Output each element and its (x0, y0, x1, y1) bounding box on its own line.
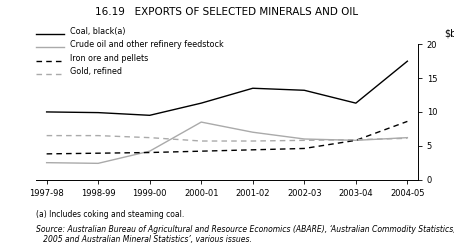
Gold, refined (198, 139, 204, 142)
Crude oil and other refinery feedstock (95, 162, 101, 165)
Line: Gold, refined: Gold, refined (47, 136, 407, 141)
Iron ore and pellets (198, 150, 204, 153)
Iron ore and pellets (147, 151, 153, 154)
Coal, black(a) (353, 102, 359, 105)
Crude oil and other refinery feedstock (250, 131, 256, 134)
Text: Iron ore and pellets: Iron ore and pellets (70, 54, 148, 63)
Iron ore and pellets (44, 152, 49, 155)
Coal, black(a) (301, 89, 307, 92)
Crude oil and other refinery feedstock (301, 138, 307, 140)
Line: Crude oil and other refinery feedstock: Crude oil and other refinery feedstock (47, 122, 407, 163)
Text: Crude oil and other refinery feedstock: Crude oil and other refinery feedstock (70, 40, 224, 49)
Text: 2005 and Australian Mineral Statistics’, various issues.: 2005 and Australian Mineral Statistics’,… (36, 235, 252, 244)
Coal, black(a) (405, 60, 410, 63)
Coal, black(a) (95, 111, 101, 114)
Text: 16.19   EXPORTS OF SELECTED MINERALS AND OIL: 16.19 EXPORTS OF SELECTED MINERALS AND O… (95, 7, 359, 17)
Text: (a) Includes coking and steaming coal.: (a) Includes coking and steaming coal. (36, 210, 185, 219)
Text: Gold, refined: Gold, refined (70, 67, 123, 76)
Line: Iron ore and pellets: Iron ore and pellets (47, 121, 407, 154)
Gold, refined (353, 138, 359, 141)
Coal, black(a) (198, 102, 204, 105)
Crude oil and other refinery feedstock (405, 136, 410, 139)
Coal, black(a) (147, 114, 153, 117)
Gold, refined (405, 137, 410, 140)
Iron ore and pellets (353, 139, 359, 142)
Iron ore and pellets (95, 152, 101, 155)
Coal, black(a) (250, 87, 256, 90)
Coal, black(a) (44, 110, 49, 113)
Line: Coal, black(a): Coal, black(a) (47, 61, 407, 115)
Crude oil and other refinery feedstock (353, 139, 359, 142)
Crude oil and other refinery feedstock (44, 161, 49, 164)
Iron ore and pellets (405, 120, 410, 123)
Gold, refined (44, 134, 49, 137)
Gold, refined (95, 134, 101, 137)
Text: $b: $b (444, 29, 454, 39)
Crude oil and other refinery feedstock (147, 150, 153, 153)
Text: Source: Australian Bureau of Agricultural and Resource Economics (ABARE), ‘Austr: Source: Australian Bureau of Agricultura… (36, 225, 454, 234)
Gold, refined (301, 139, 307, 142)
Iron ore and pellets (250, 148, 256, 151)
Text: Coal, black(a): Coal, black(a) (70, 27, 126, 36)
Crude oil and other refinery feedstock (198, 121, 204, 123)
Gold, refined (250, 139, 256, 142)
Gold, refined (147, 136, 153, 139)
Iron ore and pellets (301, 147, 307, 150)
